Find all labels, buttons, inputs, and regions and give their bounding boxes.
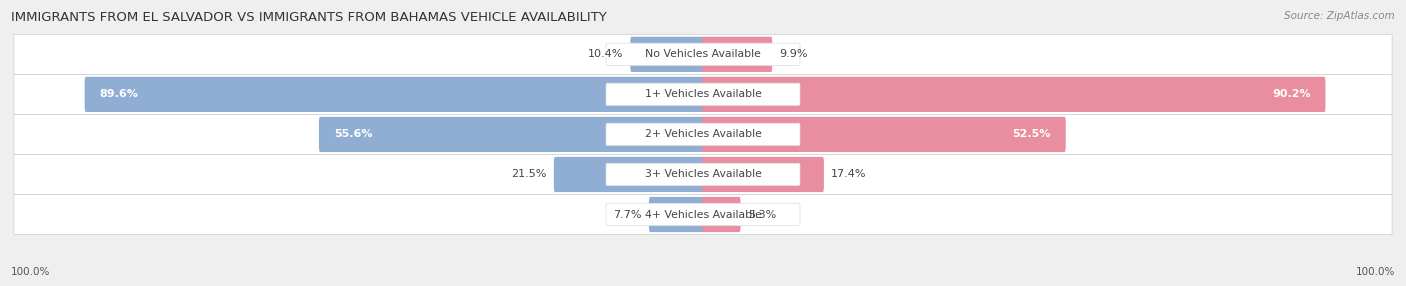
FancyBboxPatch shape [702,37,772,72]
Text: 7.7%: 7.7% [613,210,641,219]
FancyBboxPatch shape [606,43,800,65]
Text: 17.4%: 17.4% [831,170,866,179]
FancyBboxPatch shape [702,197,741,232]
Text: 21.5%: 21.5% [512,170,547,179]
FancyBboxPatch shape [606,83,800,106]
Text: 100.0%: 100.0% [11,267,51,277]
FancyBboxPatch shape [14,194,1392,235]
Text: 9.9%: 9.9% [779,49,808,59]
FancyBboxPatch shape [702,157,824,192]
FancyBboxPatch shape [702,77,1326,112]
FancyBboxPatch shape [84,77,704,112]
Text: No Vehicles Available: No Vehicles Available [645,49,761,59]
Text: 100.0%: 100.0% [1355,267,1395,277]
FancyBboxPatch shape [14,114,1392,154]
FancyBboxPatch shape [606,123,800,146]
Text: Source: ZipAtlas.com: Source: ZipAtlas.com [1284,11,1395,21]
FancyBboxPatch shape [630,37,704,72]
Text: 89.6%: 89.6% [100,90,138,99]
FancyBboxPatch shape [650,197,704,232]
Text: 3+ Vehicles Available: 3+ Vehicles Available [644,170,762,179]
Text: IMMIGRANTS FROM EL SALVADOR VS IMMIGRANTS FROM BAHAMAS VEHICLE AVAILABILITY: IMMIGRANTS FROM EL SALVADOR VS IMMIGRANT… [11,11,607,24]
FancyBboxPatch shape [606,163,800,186]
Text: 90.2%: 90.2% [1272,90,1310,99]
Text: 10.4%: 10.4% [588,49,623,59]
Text: 55.6%: 55.6% [333,130,373,139]
FancyBboxPatch shape [14,154,1392,194]
FancyBboxPatch shape [14,34,1392,74]
Text: 52.5%: 52.5% [1012,130,1050,139]
Text: 5.3%: 5.3% [748,210,776,219]
FancyBboxPatch shape [14,74,1392,114]
FancyBboxPatch shape [319,117,704,152]
Text: 1+ Vehicles Available: 1+ Vehicles Available [644,90,762,99]
FancyBboxPatch shape [702,117,1066,152]
Text: 4+ Vehicles Available: 4+ Vehicles Available [644,210,762,219]
Text: 2+ Vehicles Available: 2+ Vehicles Available [644,130,762,139]
FancyBboxPatch shape [606,203,800,226]
FancyBboxPatch shape [554,157,704,192]
